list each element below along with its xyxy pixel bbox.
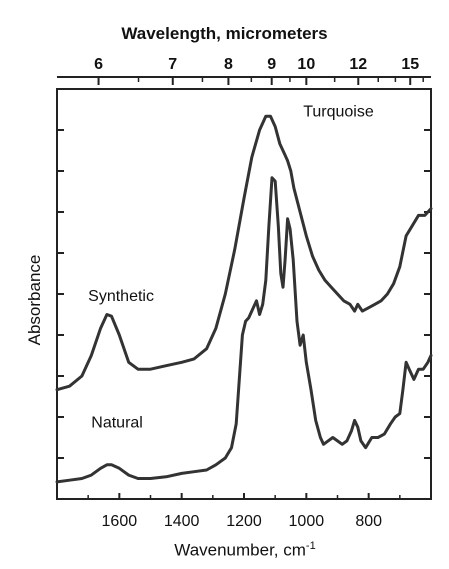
series-line-natural (55, 176, 433, 484)
series-line-synthetic (55, 114, 433, 392)
secondary-tick-label: 7 (168, 56, 177, 73)
series-labels: Turquoise Synthetic Natural (88, 103, 374, 431)
annotation-natural: Natural (91, 414, 143, 431)
annotation-turquoise: Turquoise (303, 103, 374, 120)
x-tick-label: 1000 (289, 513, 325, 530)
left-ticks (57, 129, 64, 459)
x-tick-label: 800 (355, 513, 382, 530)
series-layer (55, 114, 433, 484)
annotation-synthetic: Synthetic (88, 288, 154, 305)
secondary-tick-label: 6 (94, 56, 103, 73)
secondary-tick-label: 9 (267, 56, 276, 73)
secondary-x-axis-title: Wavelength, micrometers (121, 24, 328, 43)
x-tick-label: 1600 (102, 513, 138, 530)
x-axis-title-sup: -1 (305, 540, 316, 552)
top-ticks: 6 7 8 9 10 12 15 (57, 56, 431, 85)
right-ticks (424, 129, 431, 459)
secondary-tick-label: 10 (297, 56, 315, 73)
x-tick-label: 1400 (164, 513, 200, 530)
x-tick-label: 1200 (226, 513, 262, 530)
x-axis-title-text: Wavenumber, cm (174, 540, 306, 560)
secondary-tick-label: 8 (224, 56, 233, 73)
secondary-tick-label: 15 (401, 56, 419, 73)
x-axis-title: Wavenumber, cm-1 (50, 540, 440, 561)
y-axis-title: Absorbance (25, 254, 44, 346)
bottom-ticks: 1600 1400 1200 1000 800 (87, 493, 401, 530)
secondary-tick-label: 12 (349, 56, 367, 73)
